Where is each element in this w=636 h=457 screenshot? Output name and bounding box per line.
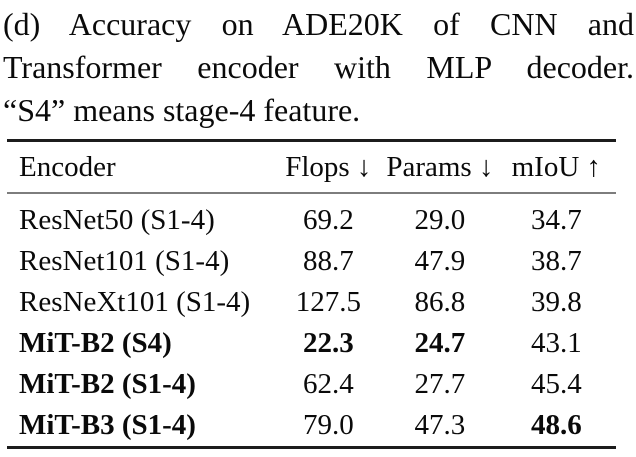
cell-encoder: ResNeXt101 (S1-4) [19, 286, 251, 318]
column-header-encoder: Encoder [7, 140, 274, 194]
table-row: ResNeXt101 (S1-4) 127.5 86.8 39.8 [7, 282, 616, 323]
cell-miou: 43.1 [530, 327, 582, 359]
column-header-flops: Flops ↓ [273, 140, 384, 194]
cell-flops: 69.2 [302, 204, 354, 236]
cell-params: 24.7 [414, 327, 466, 359]
cell-miou: 38.7 [530, 245, 582, 277]
header-row: Encoder Flops ↓ Params ↓ mIoU ↑ [7, 140, 616, 194]
caption-line: Transformer encoder with MLP decoder. [3, 49, 634, 85]
table-caption: (d) Accuracy on ADE20K of CNN and Transf… [3, 3, 634, 132]
cell-encoder: ResNet101 (S1-4) [19, 245, 230, 277]
table-row: MiT-B3 (S1-4) 79.0 47.3 48.6 [7, 405, 616, 448]
results-table: Encoder Flops ↓ Params ↓ mIoU ↑ ResNet50… [7, 139, 616, 449]
caption-line: “S4” means stage-4 feature. [3, 92, 361, 128]
table-row: ResNet101 (S1-4) 88.7 47.9 38.7 [7, 241, 616, 282]
cell-encoder: MiT-B2 (S4) [19, 327, 172, 359]
table-row: MiT-B2 (S1-4) 62.4 27.7 45.4 [7, 364, 616, 405]
cell-flops: 127.5 [295, 286, 361, 318]
cell-encoder: ResNet50 (S1-4) [19, 204, 215, 236]
cell-miou: 39.8 [530, 286, 582, 318]
cell-flops: 79.0 [302, 409, 354, 441]
table-row: ResNet50 (S1-4) 69.2 29.0 34.7 [7, 193, 616, 241]
caption-line: (d) Accuracy on ADE20K of CNN and [3, 6, 634, 42]
cell-flops: 22.3 [302, 327, 354, 359]
cell-params: 27.7 [414, 368, 466, 400]
cell-params: 47.9 [414, 245, 466, 277]
cell-miou: 34.7 [530, 204, 582, 236]
cell-miou: 45.4 [530, 368, 582, 400]
column-header-params: Params ↓ [383, 140, 497, 194]
cell-miou: 48.6 [530, 409, 582, 441]
cell-params: 47.3 [414, 409, 466, 441]
cell-flops: 62.4 [302, 368, 354, 400]
column-header-miou: mIoU ↑ [496, 140, 616, 194]
table-row: MiT-B2 (S4) 22.3 24.7 43.1 [7, 323, 616, 364]
cell-flops: 88.7 [302, 245, 354, 277]
cell-encoder: MiT-B2 (S1-4) [19, 368, 196, 400]
cell-encoder: MiT-B3 (S1-4) [19, 409, 196, 441]
cell-params: 86.8 [414, 286, 466, 318]
cell-params: 29.0 [414, 204, 466, 236]
